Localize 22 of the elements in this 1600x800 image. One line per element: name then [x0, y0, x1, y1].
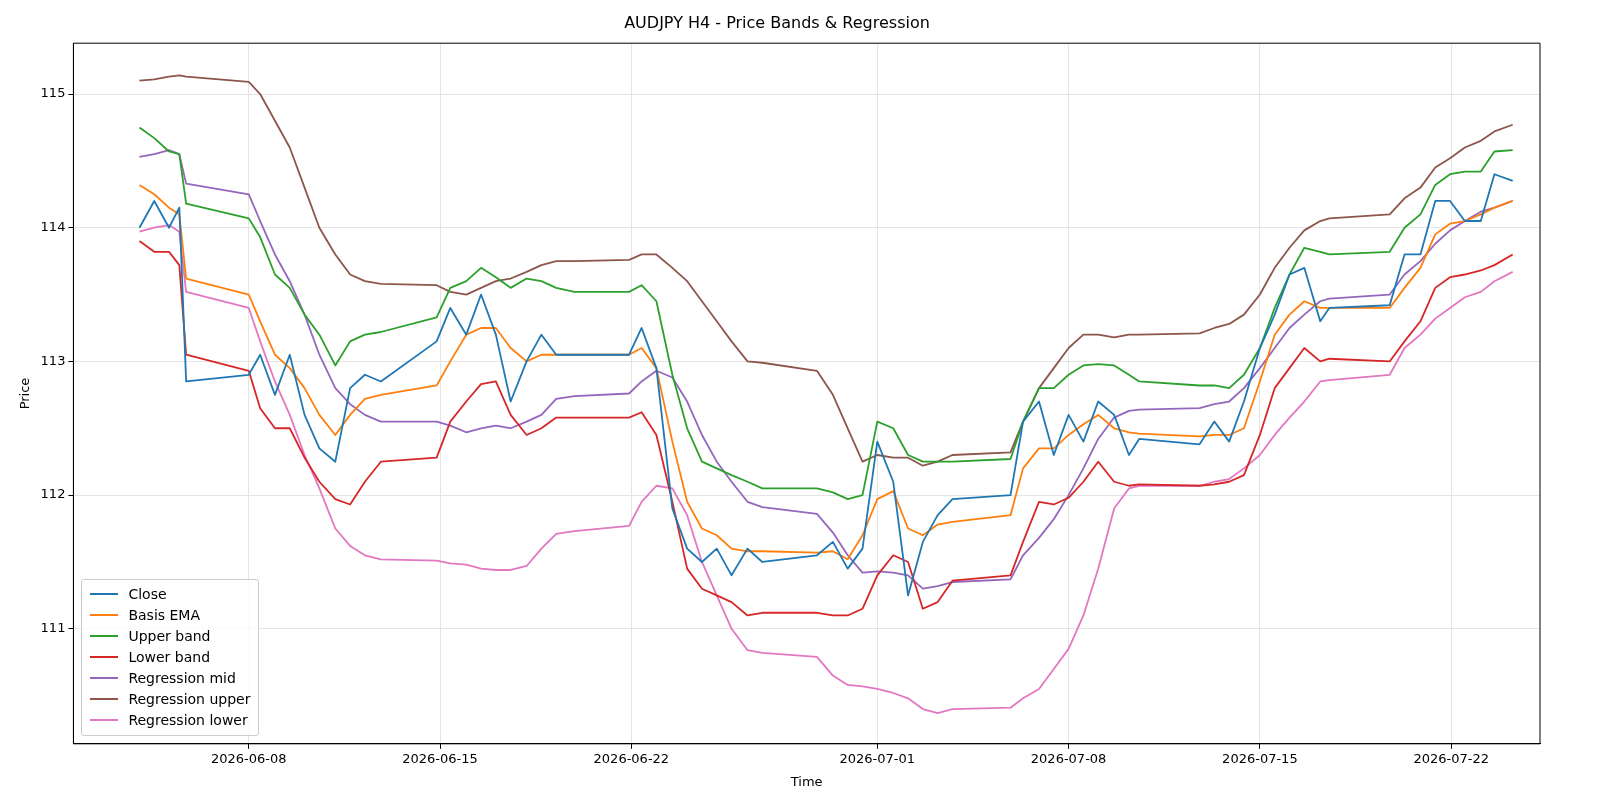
legend-label: Regression mid [128, 670, 236, 687]
legend-label: Basis EMA [128, 607, 201, 624]
legend-label: Lower band [128, 649, 211, 666]
x-tick-label: 2026-07-01 [839, 750, 916, 766]
x-axis-title: Time [789, 773, 823, 789]
x-tick-label: 2026-07-15 [1222, 750, 1298, 766]
legend-label: Regression upper [128, 691, 251, 708]
y-tick-label: 114 [40, 219, 66, 235]
y-tick-label: 112 [40, 486, 66, 502]
legend-label: Close [128, 586, 167, 603]
legend-label: Regression lower [128, 712, 248, 729]
chart-title: AUDJPY H4 - Price Bands & Regression [624, 12, 930, 32]
legend-label: Upper band [128, 628, 211, 645]
x-tick-label: 2026-07-08 [1030, 750, 1107, 766]
y-tick-label: 115 [40, 85, 66, 101]
x-tick-label: 2026-06-22 [593, 750, 670, 766]
x-tick-label: 2026-06-15 [402, 750, 478, 766]
y-tick-label: 111 [40, 620, 66, 636]
x-tick-label: 2026-07-22 [1413, 750, 1489, 766]
y-tick-label: 113 [40, 352, 66, 368]
y-axis-title: Price [17, 377, 33, 410]
x-tick-label: 2026-06-08 [210, 750, 287, 766]
